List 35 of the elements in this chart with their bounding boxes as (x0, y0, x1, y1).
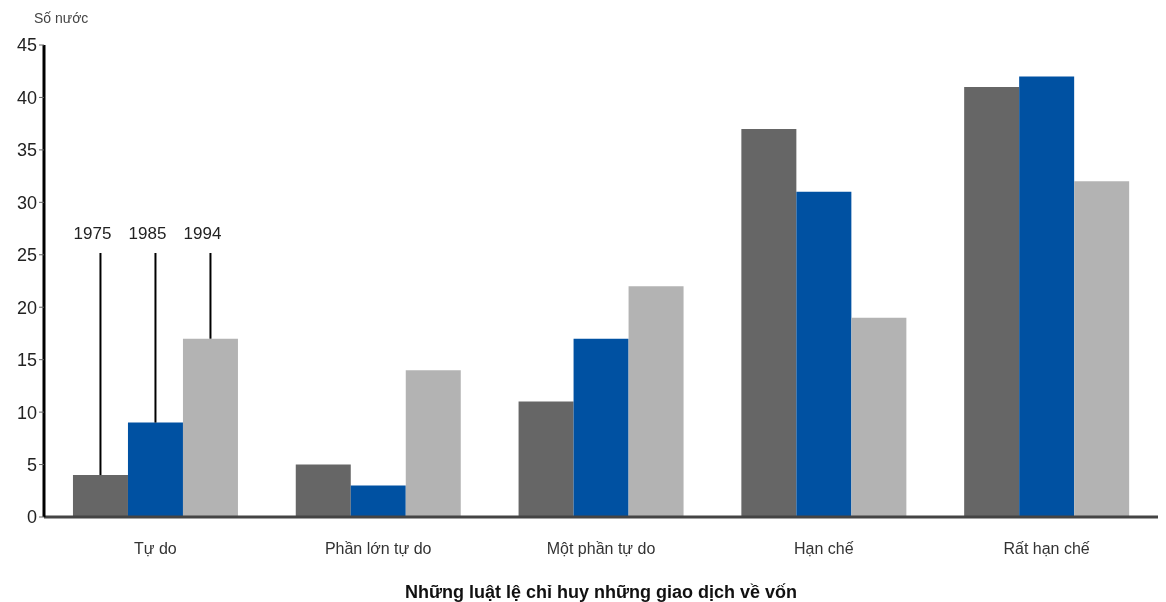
text: 1985 (128, 224, 167, 243)
bar (518, 401, 574, 517)
y-tick-label: 40 (16, 87, 37, 108)
bar (1019, 76, 1075, 517)
bar (405, 370, 461, 517)
bar (72, 475, 128, 517)
bar (796, 191, 852, 517)
text: 1994 (183, 224, 222, 243)
y-tick-label: 25 (16, 245, 37, 266)
x-tick-label: Một phần tự do (546, 540, 656, 558)
text: 1975 (73, 224, 112, 243)
y-tick-label: 20 (16, 297, 37, 318)
y-axis-title: Số nước (34, 10, 89, 26)
y-tick-label: 15 (16, 350, 37, 371)
x-tick-label: Hạn chế (794, 540, 854, 558)
y-tick-label: 10 (16, 402, 37, 423)
y-tick-label: 5 (26, 454, 37, 475)
bar (295, 464, 351, 517)
bar (573, 338, 629, 517)
y-tick-label: 30 (16, 192, 37, 213)
x-tick-label: Phần lớn tự do (324, 540, 432, 558)
bar (741, 128, 797, 517)
bar (851, 317, 907, 517)
bar (964, 86, 1020, 517)
bar (1074, 181, 1130, 517)
x-axis-title: Những luật lệ chỉ huy những giao dịch về vốn (404, 582, 798, 602)
y-tick-label: 0 (26, 507, 37, 528)
bar (628, 286, 684, 517)
bar (350, 485, 406, 517)
x-tick-label: Tự do (134, 540, 177, 558)
x-tick-label: Rất hạn chế (1003, 540, 1090, 558)
y-tick-label: 35 (16, 140, 37, 161)
bar (127, 422, 183, 517)
y-tick-label: 45 (16, 35, 37, 56)
bar (182, 338, 238, 517)
